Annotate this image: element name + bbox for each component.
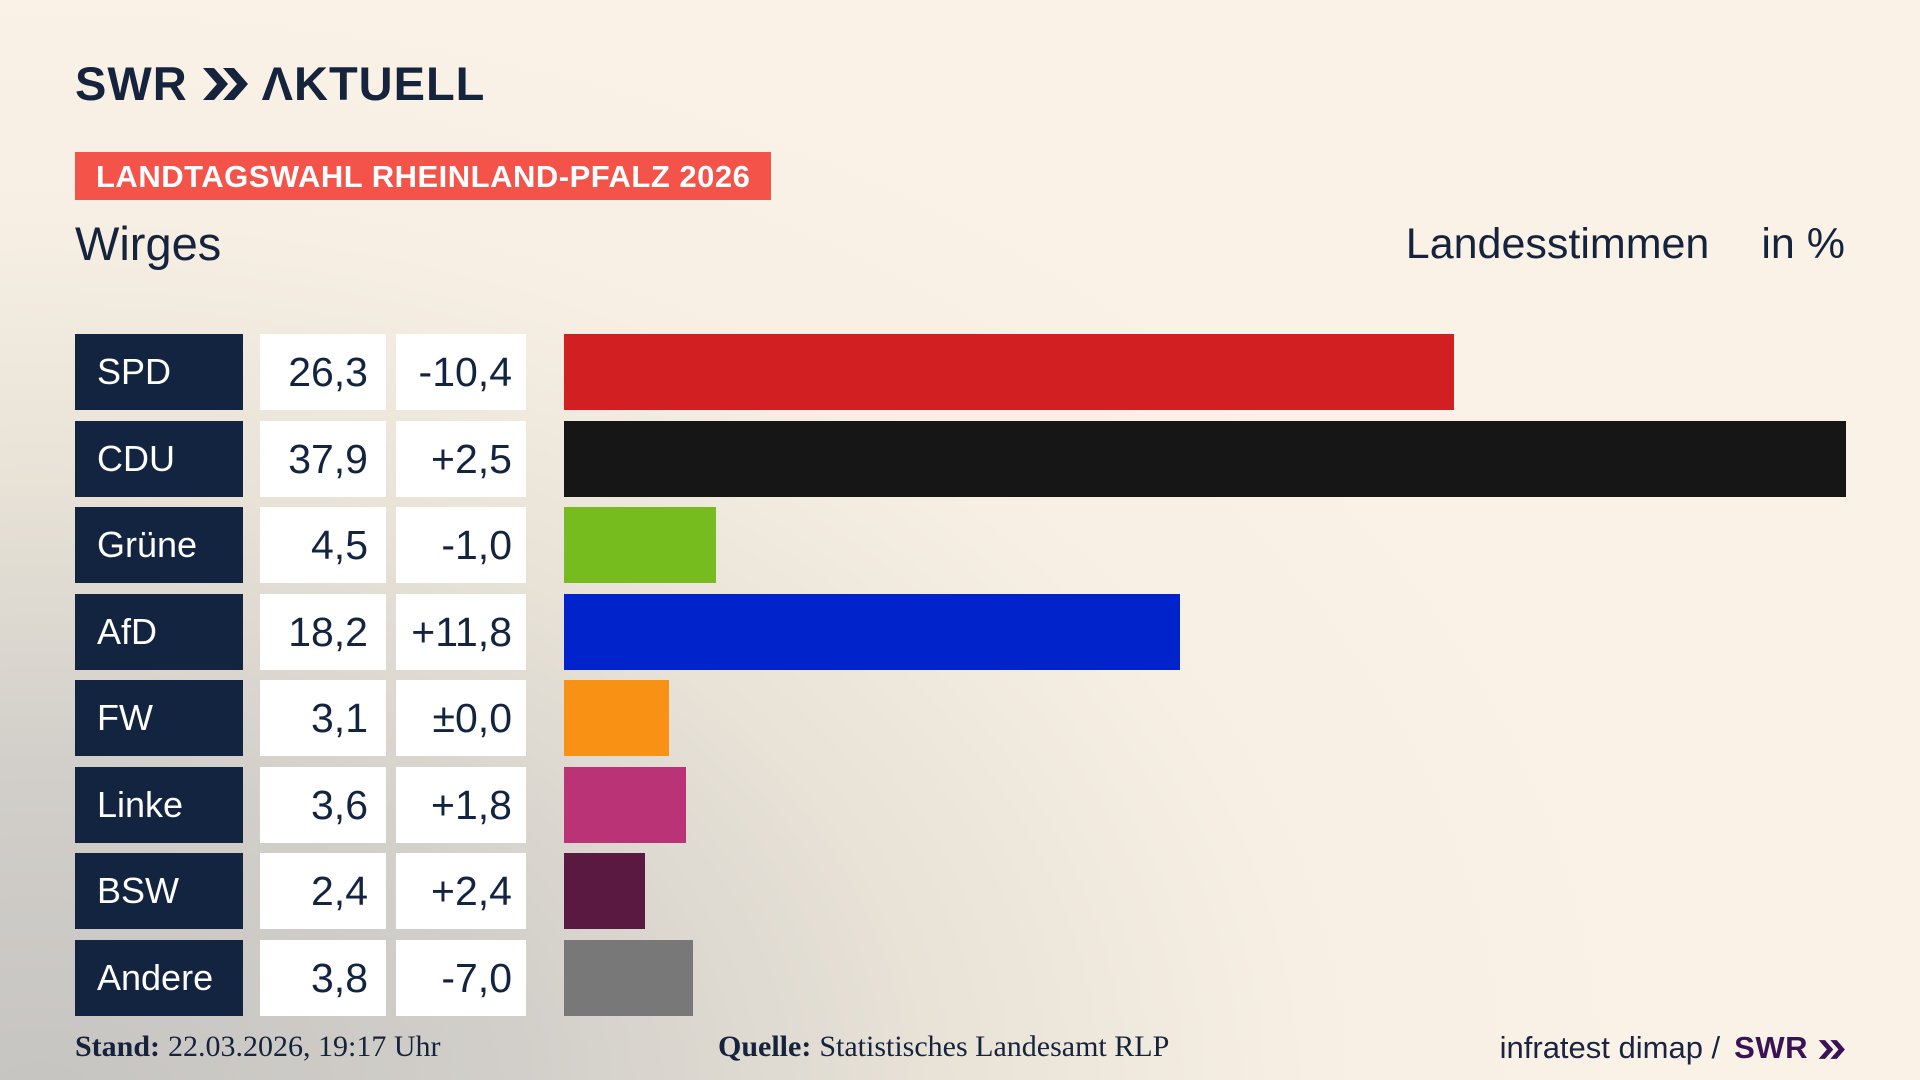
swr-aktuell-logo: SWR ΛKTUELL: [75, 60, 485, 107]
timestamp-value: 22.03.2026, 19:17 Uhr: [168, 1030, 441, 1063]
unit-label: in %: [1761, 220, 1845, 268]
table-row: CDU 37,9 +2,5: [75, 420, 1920, 497]
party-label-cell: Grüne: [75, 507, 243, 583]
timestamp-label: Stand:: [75, 1030, 161, 1063]
table-row: BSW 2,4 +2,4: [75, 853, 1920, 929]
diff-cell: +2,5: [396, 420, 526, 497]
double-chevron-icon: [1818, 1040, 1845, 1059]
party-label-cell: CDU: [75, 420, 243, 497]
results-table: SPD 26,3 -10,4 CDU 37,9 +2,5 Grüne 4,5 -1,0 AfD 18…: [75, 334, 1920, 1016]
diff-cell: +11,8: [396, 593, 526, 670]
table-row: AfD 18,2 +11,8: [75, 593, 1920, 670]
party-label-cell: Linke: [75, 766, 243, 843]
credit: infratest dimap / SWR: [1500, 1030, 1845, 1066]
diff-cell: -1,0: [396, 507, 526, 583]
party-label-cell: SPD: [75, 334, 243, 410]
vote-type-header: Landesstimmen in %: [1406, 220, 1845, 269]
party-label-cell: AfD: [75, 593, 243, 670]
election-banner: LANDTAGSWAHL RHEINLAND-PFALZ 2026: [75, 152, 772, 200]
diff-cell: +2,4: [396, 853, 526, 929]
result-bar: [564, 680, 669, 756]
result-bar: [564, 420, 1846, 497]
swr-logo-text: SWR: [75, 57, 188, 110]
page-title: Wirges: [75, 217, 222, 270]
table-row: SPD 26,3 -10,4: [75, 334, 1920, 410]
result-bar: [564, 507, 716, 583]
value-cell: 4,5: [260, 507, 386, 583]
party-label-cell: BSW: [75, 853, 243, 929]
vote-type-label: Landesstimmen: [1405, 220, 1710, 268]
aktuell-logo-text: ΛKTUELL: [261, 57, 486, 110]
credit-brand-text: SWR: [1734, 1030, 1808, 1065]
value-cell: 3,1: [260, 680, 386, 756]
party-label-cell: Andere: [75, 939, 243, 1016]
value-cell: 26,3: [260, 334, 386, 410]
diff-cell: +1,8: [396, 766, 526, 843]
value-cell: 3,6: [260, 766, 386, 843]
diff-cell: -7,0: [396, 939, 526, 1016]
table-row: Linke 3,6 +1,8: [75, 766, 1920, 843]
party-label-cell: FW: [75, 680, 243, 756]
value-cell: 18,2: [260, 593, 386, 670]
timestamp: Stand: 22.03.2026, 19:17 Uhr: [75, 1030, 441, 1064]
result-bar: [564, 766, 686, 843]
source-value: Statistisches Landesamt RLP: [819, 1030, 1170, 1063]
diff-cell: -10,4: [396, 334, 526, 410]
result-bar: [564, 334, 1454, 410]
table-row: Andere 3,8 -7,0: [75, 939, 1920, 1016]
value-cell: 3,8: [260, 939, 386, 1016]
double-chevron-icon: [202, 67, 248, 100]
value-cell: 37,9: [260, 420, 386, 497]
result-bar: [564, 853, 645, 929]
result-bar: [564, 939, 693, 1016]
credit-text: infratest dimap /: [1499, 1030, 1721, 1065]
table-row: FW 3,1 ±0,0: [75, 680, 1920, 756]
diff-cell: ±0,0: [396, 680, 526, 756]
table-row: Grüne 4,5 -1,0: [75, 507, 1920, 583]
source: Quelle: Statistisches Landesamt RLP: [718, 1030, 1169, 1064]
value-cell: 2,4: [260, 853, 386, 929]
source-label: Quelle:: [718, 1030, 812, 1063]
result-bar: [564, 593, 1180, 670]
